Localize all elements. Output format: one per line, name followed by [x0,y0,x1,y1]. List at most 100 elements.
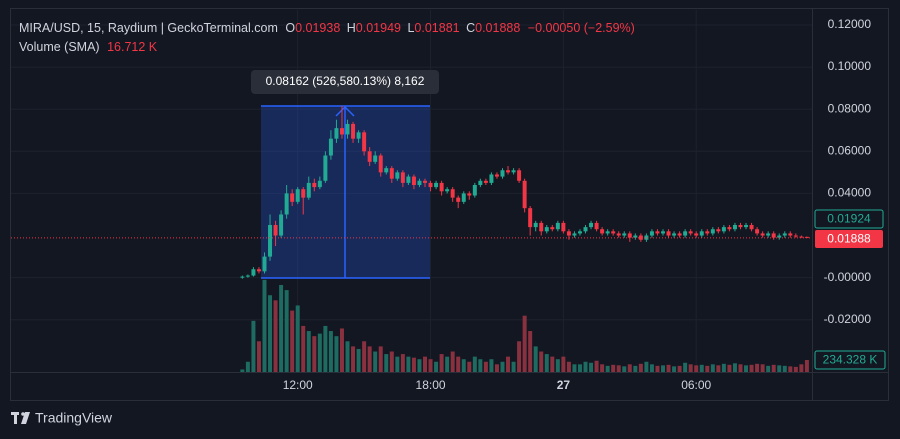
volume-bar [589,362,594,372]
volume-bar [638,363,643,372]
candle-body [279,214,284,236]
candle-body [616,233,621,236]
volume-bar [539,351,544,372]
brand-name: TradingView [35,410,113,426]
candle-body [384,168,389,173]
volume-bar [766,365,771,372]
candle-body [500,170,505,177]
volume-bar [478,359,483,372]
logo-part [21,412,30,424]
y-tick-label: -0.02000 [824,312,872,326]
volume-bar [378,346,383,372]
candle-body [301,189,306,198]
volume-bar [799,364,804,372]
candle-body [522,180,527,209]
candle-body [506,170,511,173]
volume-bar [494,364,499,372]
volume-bar [661,365,665,372]
legend: MIRA/USD, 15, Raydium | GeckoTerminal.co… [19,21,635,35]
volume-bar [423,356,427,372]
volume-bar [400,354,405,372]
candle-body [788,233,793,236]
volume-bar [251,320,256,372]
candle-body [600,229,605,234]
volume-bar [788,366,793,372]
candle-body [793,235,798,237]
candle-body [262,256,267,272]
candle-body [456,197,461,202]
candle-body [749,225,754,230]
volume-bar [356,348,361,372]
candle-body [766,233,771,236]
candle-body [511,170,516,173]
candle-body [688,231,693,234]
volume-bar [688,364,693,372]
measure-tooltip-bg [251,70,439,94]
candle-body [705,231,710,234]
volume-legend-label: Volume (SMA) [19,40,100,54]
volume-bar [644,361,649,372]
volume-bar [577,364,582,372]
candle-body [694,233,699,236]
candle-body [373,155,378,162]
volume-bar [445,356,450,372]
volume-bar [616,365,621,372]
volume-bar [755,363,760,372]
volume-bar [633,365,638,372]
volume-bar [550,356,555,372]
candle-body [716,229,721,232]
volume-bar [583,361,588,372]
volume-bar [389,351,394,372]
volume-bar [439,354,444,372]
volume-bar [744,365,749,372]
candle-body [423,180,427,183]
volume-bar [384,354,389,372]
candle-body [721,227,726,232]
candle-body [378,155,383,173]
candle-body [699,231,704,236]
candle-body [732,225,737,230]
candle-body [666,231,671,236]
volume-bar [328,331,333,372]
legend-open: 0.01938 [295,21,340,35]
volume-bar [561,356,566,372]
volume-bar [367,346,372,372]
volume-bar [240,369,245,372]
candle-body [467,193,472,196]
volume-bar [771,364,776,372]
candle-body [417,180,422,185]
candle-body [284,193,289,215]
candle-body [312,182,317,188]
candle-body [517,170,522,181]
volume-bars [240,279,809,372]
volume-bar [627,364,632,372]
legend-change: −0.00050 (−2.59%) [528,21,635,35]
volume-bar [500,361,505,372]
candle-body [555,222,560,230]
candle-body [268,225,273,257]
candle-body [566,231,571,236]
candle-body [528,208,533,228]
volume-bar [256,341,261,372]
volume-bar [738,364,743,372]
volume-bar [434,361,439,372]
candle-body [356,132,361,139]
volume-bar [782,365,787,372]
volume-bar [566,361,571,372]
measure-label: 0.08162 (526,580.13%) 8,162 [266,74,425,88]
legend-close: 0.01888 [475,21,520,35]
brand-logo [11,412,30,424]
volume-bar [655,365,660,372]
candle-body [760,233,765,236]
candle-body [677,233,682,236]
candle-body [245,275,250,277]
volume-bar [793,366,798,372]
volume-bar [483,361,488,372]
volume-bar [467,361,472,372]
candle-body [240,276,245,278]
volume-bar [262,279,267,372]
candle-body [290,193,295,202]
legend-symbol: MIRA/USD, 15, Raydium | GeckoTerminal.co… [19,21,278,35]
candle-body [406,176,411,183]
